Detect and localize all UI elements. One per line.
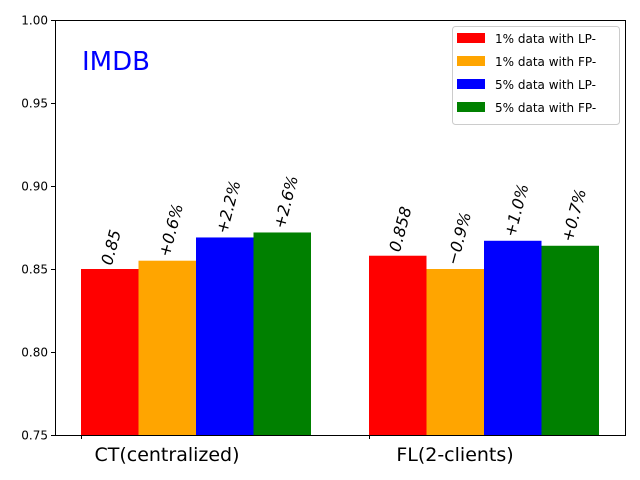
dataset-label: IMDB [82,47,150,77]
bar-value-label: +1.0% [500,182,532,239]
legend-label: 1% data with FP- [495,55,596,69]
legend-box [452,26,620,125]
bar-value-label: +2.2% [212,178,244,235]
x-category-label: FL(2-clients) [396,444,513,466]
bar [253,232,311,435]
bar-value-label: −0.9% [443,210,475,267]
bar-value-label: +2.6% [270,173,302,230]
legend-swatch [457,102,485,112]
legend-label: 1% data with LP- [495,32,596,46]
bar [369,255,427,435]
bar-value-label: 0.858 [385,205,415,254]
y-tick-label: 0.80 [21,346,48,360]
bar [426,269,484,435]
x-category-label: CT(centralized) [94,444,239,466]
y-tick-label: 1.00 [21,14,48,28]
legend-swatch [457,33,485,43]
bars-layer [81,232,599,435]
legend-label: 5% data with LP- [495,78,596,92]
legend: 1% data with LP- 1% data with FP- 5% data … [452,26,620,125]
legend-swatch [457,56,485,66]
bar [196,237,254,435]
bar [81,269,139,435]
bar [138,260,196,435]
legend-swatch [457,79,485,89]
y-tick-label: 0.85 [21,263,48,277]
y-axis: 0.75 0.80 0.85 0.90 0.95 1.00 [21,14,55,443]
bar-value-label: +0.6% [155,202,187,259]
bar [484,240,542,435]
y-tick-label: 0.90 [21,180,48,194]
bar-value-label: 0.85 [97,228,125,267]
bar [541,245,599,435]
y-tick-label: 0.75 [21,429,48,443]
plot-frame [55,20,626,436]
bar-value-label: +0.7% [558,187,590,244]
x-axis: CT(centralized) FL(2-clients) [81,435,514,466]
y-tick-label: 0.95 [21,97,48,111]
legend-label: 5% data with FP- [495,101,596,115]
